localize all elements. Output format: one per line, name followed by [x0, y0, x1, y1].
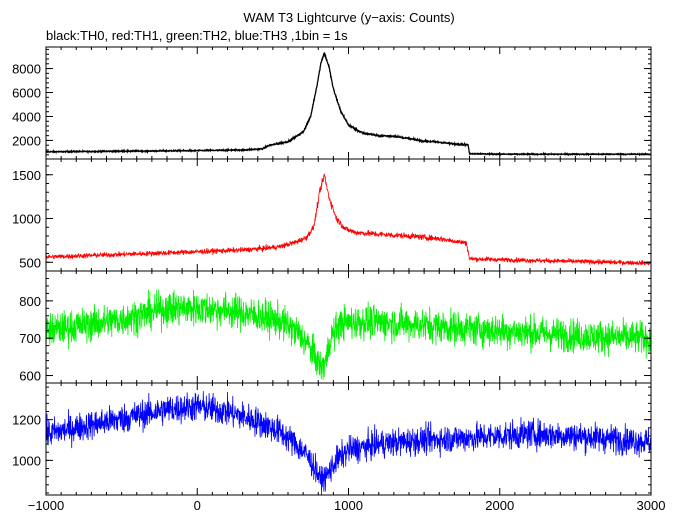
y-tick-label: 8000	[12, 62, 41, 77]
series-line-th1	[45, 173, 652, 266]
x-tick-label: 0	[194, 498, 201, 513]
y-tick-label: 1000	[12, 453, 41, 468]
series-line-th2	[45, 289, 652, 380]
y-tick-label: 700	[19, 331, 41, 346]
panel-frame-th0	[45, 46, 652, 160]
chart-title: WAM T3 Lightcurve (y−axis: Counts)	[243, 10, 454, 25]
y-tick-label: 1000	[12, 212, 41, 227]
y-tick-label: 2000	[12, 133, 41, 148]
series-line-th0	[45, 52, 652, 157]
x-tick-label: −1000	[28, 498, 65, 513]
y-tick-label: 800	[19, 294, 41, 309]
chart-subtitle: black:TH0, red:TH1, green:TH2, blue:TH3 …	[46, 28, 348, 43]
x-tick-label: 2000	[485, 498, 514, 513]
y-tick-label: 500	[19, 255, 41, 270]
y-tick-label: 1500	[12, 168, 41, 183]
y-tick-label: 4000	[12, 109, 41, 124]
series-line-th3	[45, 391, 652, 495]
plot-area: 2000 4000 6000 8000 500 1000 1500 600 700 800 1000…	[12, 46, 666, 513]
y-tick-label: 600	[19, 369, 41, 384]
x-tick-label: 3000	[637, 498, 666, 513]
y-tick-label: 1200	[12, 413, 41, 428]
y-tick-label: 6000	[12, 86, 41, 101]
x-tick-label: 1000	[334, 498, 363, 513]
